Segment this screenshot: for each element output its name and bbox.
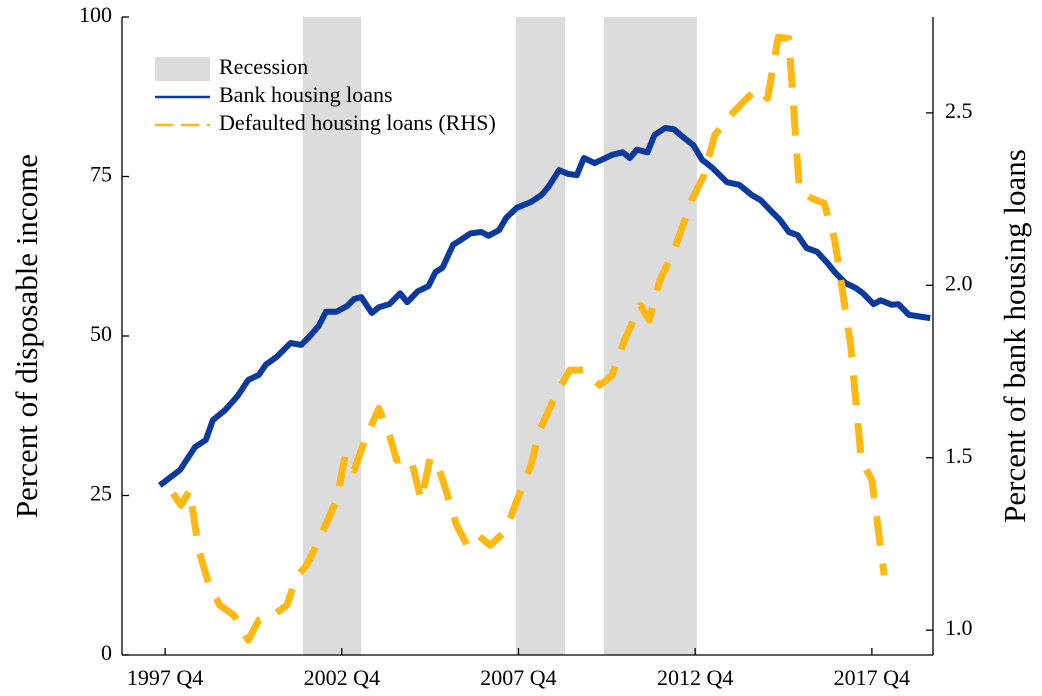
legend: Recession Bank housing loans Defaulted hou… [155,54,496,135]
recession-band [516,17,566,655]
y-axis-label: Percent of disposable income [9,154,44,518]
x-tick-label: 2012 Q4 [657,665,733,690]
y-tick-label: 75 [90,162,112,187]
y2-tick-label: 1.0 [945,615,973,640]
data-line [169,33,888,644]
data-line [157,125,931,488]
y-tick-label: 0 [101,640,112,665]
legend-label: Defaulted housing loans (RHS) [219,110,496,135]
y2-axis-label: Percent of bank housing loans [997,149,1032,523]
x-tick-label: 2002 Q4 [304,665,380,690]
x-tick-label: 2017 Q4 [834,665,910,690]
recession-band [604,17,697,655]
y-tick-label: 100 [79,2,112,27]
legend-label: Recession [219,54,308,79]
y-tick-label: 50 [90,321,112,346]
y2-tick-label: 2.0 [945,270,973,295]
x-tick-label: 1997 Q4 [127,665,203,690]
x-tick-label: 2007 Q4 [480,665,556,690]
y2-tick-label: 2.5 [945,98,973,123]
legend-label: Bank housing loans [219,82,393,107]
y-tick-label: 25 [90,481,112,506]
legend-swatch [155,57,210,81]
y2-tick-label: 1.5 [945,443,973,468]
